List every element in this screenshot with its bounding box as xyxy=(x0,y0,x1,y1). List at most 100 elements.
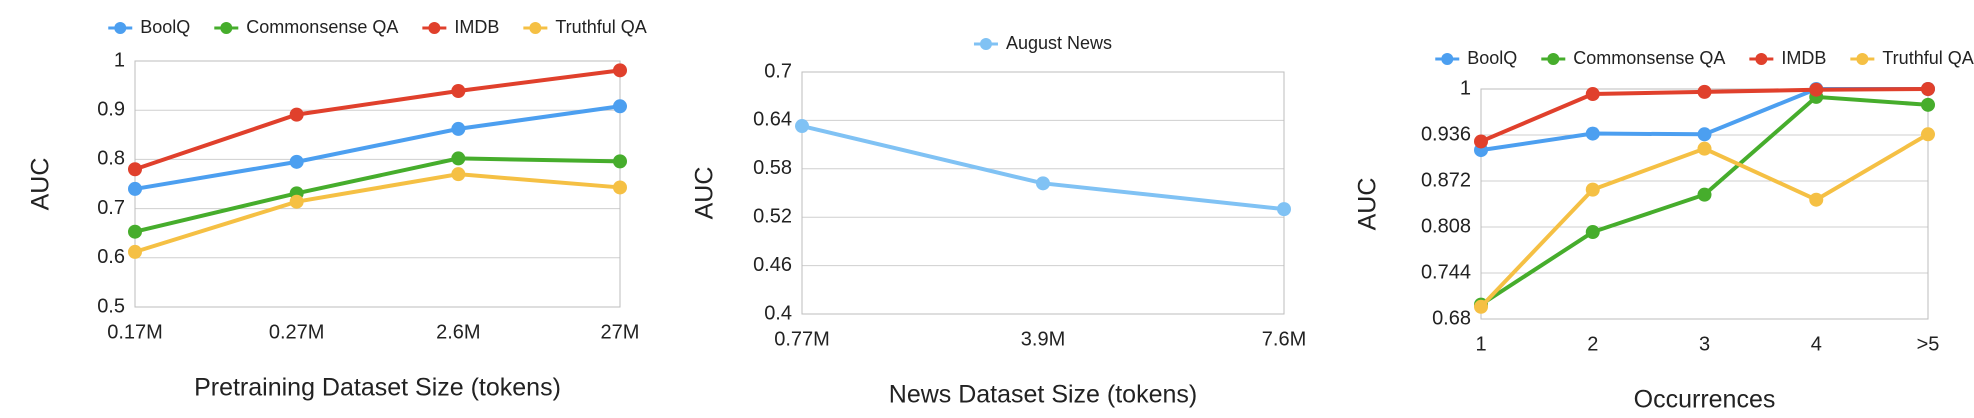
data-point xyxy=(613,63,627,78)
data-point xyxy=(1474,299,1488,314)
legend: BoolQ Commonsense QA IMDB Truthful QA xyxy=(108,17,647,37)
data-point xyxy=(289,154,304,169)
legend-marker xyxy=(529,22,542,34)
y-tick-label: 0.58 xyxy=(753,157,792,179)
data-point xyxy=(1474,134,1488,149)
series-line xyxy=(801,124,1285,212)
data-point xyxy=(451,151,466,166)
y-tick-label: 1 xyxy=(114,49,125,71)
series-line xyxy=(134,68,621,172)
legend-label: Commonsense QA xyxy=(1573,48,1725,68)
data-point xyxy=(128,181,142,196)
data-point xyxy=(451,167,466,182)
data-point xyxy=(1585,126,1600,141)
y-tick-label: 0.6 xyxy=(97,246,125,268)
legend: August News xyxy=(973,33,1112,53)
series-line xyxy=(134,172,621,254)
data-point xyxy=(1697,84,1712,99)
legend-marker xyxy=(1547,53,1560,65)
legend-marker xyxy=(1755,53,1768,65)
data-point xyxy=(795,119,809,134)
legend-item: Truthful QA xyxy=(1850,48,1974,68)
x-tick-label: 0.27M xyxy=(269,321,325,343)
data-point xyxy=(451,121,466,136)
x-tick-label: 0.77M xyxy=(774,328,830,350)
y-tick-label: 0.7 xyxy=(97,197,125,219)
data-point xyxy=(1585,225,1600,240)
y-tick-label: 0.9 xyxy=(97,98,125,120)
data-point xyxy=(613,180,627,195)
y-tick-label: 0.872 xyxy=(1421,169,1471,191)
y-tick-label: 0.5 xyxy=(97,295,125,317)
data-point xyxy=(1585,87,1600,102)
x-tick-label: 1 xyxy=(1475,333,1486,355)
y-axis-title: AUC xyxy=(27,158,55,211)
x-tick-label: 3 xyxy=(1699,333,1710,355)
legend-label: Truthful QA xyxy=(555,17,646,37)
x-tick-label: 2 xyxy=(1587,333,1598,355)
legend-item: BoolQ xyxy=(1435,48,1517,68)
x-tick-label: 3.9M xyxy=(1021,328,1065,350)
data-point xyxy=(451,84,466,99)
y-axis-title: AUC xyxy=(1354,178,1382,231)
data-point xyxy=(1921,82,1935,96)
data-point xyxy=(1036,176,1050,191)
data-point xyxy=(1697,187,1712,202)
data-point xyxy=(1585,182,1600,197)
y-tick-label: 0.64 xyxy=(753,109,792,131)
y-tick-label: 1 xyxy=(1460,77,1471,99)
legend-item: Commonsense QA xyxy=(214,17,398,37)
plot-frame xyxy=(1480,88,1929,320)
legend-marker xyxy=(220,22,233,34)
legend-marker xyxy=(428,22,441,34)
legend-marker xyxy=(1441,53,1454,65)
series-line xyxy=(1479,132,1930,309)
plot-frame xyxy=(801,71,1285,315)
data-point xyxy=(1277,202,1291,217)
x-tick-label: 4 xyxy=(1811,333,1822,355)
y-tick-label: 0.68 xyxy=(1432,307,1471,329)
data-point xyxy=(1697,127,1712,142)
data-point xyxy=(1809,82,1824,97)
legend-marker xyxy=(1856,53,1869,65)
legend-label: August News xyxy=(1006,33,1112,53)
data-point xyxy=(1809,192,1824,207)
legend-marker xyxy=(114,22,127,34)
y-tick-label: 0.808 xyxy=(1421,215,1471,237)
y-tick-label: 0.4 xyxy=(764,302,792,324)
legend-label: BoolQ xyxy=(1467,48,1517,68)
legend-item: Commonsense QA xyxy=(1541,48,1725,68)
legend: BoolQ Commonsense QA IMDB Truthful QA xyxy=(1435,48,1974,68)
x-tick-label: 2.6M xyxy=(436,321,480,343)
legend-item: August News xyxy=(973,33,1112,53)
legend-label: Truthful QA xyxy=(1882,48,1973,68)
data-point xyxy=(128,224,142,239)
x-tick-label: 7.6M xyxy=(1262,328,1306,350)
y-tick-label: 0.46 xyxy=(753,254,792,276)
legend-item: IMDB xyxy=(422,17,499,37)
x-axis-title: Pretraining Dataset Size (tokens) xyxy=(194,374,561,402)
y-tick-label: 0.936 xyxy=(1421,123,1471,145)
x-axis-title: Occurrences xyxy=(1634,386,1776,414)
y-axis-title: AUC xyxy=(691,167,719,220)
data-point xyxy=(128,244,142,259)
x-tick-label: 0.17M xyxy=(107,321,163,343)
data-point xyxy=(128,162,142,177)
legend-marker xyxy=(979,38,992,50)
legend-label: IMDB xyxy=(1781,48,1826,68)
legend-label: BoolQ xyxy=(140,17,190,37)
series-line xyxy=(134,156,621,234)
legend-label: IMDB xyxy=(454,17,499,37)
data-point xyxy=(1697,141,1712,156)
y-tick-label: 0.7 xyxy=(764,60,792,82)
y-tick-label: 0.8 xyxy=(97,148,125,170)
x-axis-title: News Dataset Size (tokens) xyxy=(889,381,1197,409)
legend-item: BoolQ xyxy=(108,17,190,37)
data-point xyxy=(613,99,627,114)
legend-label: Commonsense QA xyxy=(246,17,398,37)
data-point xyxy=(613,154,627,169)
y-tick-label: 0.744 xyxy=(1421,261,1471,283)
data-point xyxy=(1921,97,1935,112)
data-point xyxy=(289,194,304,209)
